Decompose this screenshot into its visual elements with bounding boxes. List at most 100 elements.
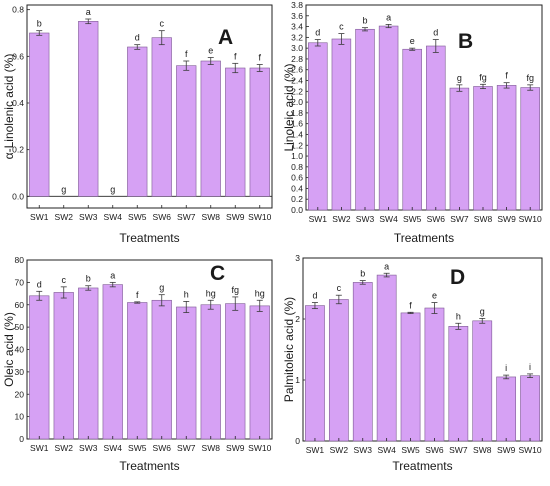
x-tick-label: SW4 [377,445,396,455]
y-tick-label: 2.2 [291,86,303,96]
y-tick-label: 50 [15,322,25,332]
bar [449,87,470,211]
x-tick-label: SW4 [104,443,123,453]
panel-b: 0.00.20.40.60.81.01.21.41.61.82.02.22.42… [282,0,543,245]
x-tick-label: SW5 [401,445,420,455]
x-tick-label: SW1 [30,443,49,453]
y-axis-title: Oleic acid (%) [2,312,16,387]
y-tick-label: 2.6 [291,65,303,75]
plot-frame [305,4,543,211]
significance-label: g [480,306,485,316]
significance-label: d [312,291,317,301]
x-tick-label: SW6 [153,212,172,222]
significance-label: d [37,279,42,289]
bar [29,32,50,197]
significance-label: hg [206,288,216,298]
y-tick-label: 3.8 [291,0,303,10]
x-axis-title: Treatments [119,231,179,245]
significance-label: d [433,28,438,38]
y-tick-label: 30 [15,367,25,377]
bar [352,282,373,442]
significance-label: i [529,362,531,372]
significance-label: i [505,363,507,373]
y-axis-title: Palmitoleic acid (%) [282,297,296,402]
significance-label: g [159,283,164,293]
bar [496,85,517,211]
bar [225,303,246,440]
y-tick-label: 2.4 [291,76,303,86]
x-tick-label: SW8 [473,445,492,455]
plot-frame [26,4,273,209]
significance-label: f [185,49,188,59]
x-tick-label: SW2 [55,212,74,222]
x-tick-label: SW9 [497,445,516,455]
significance-label: e [432,291,437,301]
y-tick-label: 40 [15,345,25,355]
y-tick-label: 0 [19,434,24,444]
bar [127,302,148,440]
bar [78,21,99,197]
x-tick-label: SW7 [449,445,468,455]
x-tick-label: SW2 [55,443,74,453]
x-tick-label: SW10 [248,212,271,222]
bar [328,299,349,442]
x-tick-label: SW8 [202,212,221,222]
bar [424,307,445,442]
x-tick-label: SW9 [226,212,245,222]
significance-label: f [234,51,237,61]
panel-letter: A [218,26,233,49]
significance-label: c [160,19,165,29]
y-tick-label: 3.0 [291,43,303,53]
y-tick-label: 80 [15,255,25,265]
panel-letter: C [210,262,225,285]
x-tick-label: SW1 [30,212,49,222]
x-axis-title: Treatments [394,231,454,245]
significance-label: b [362,16,367,26]
y-tick-label: 2.0 [291,97,303,107]
y-tick-label: 3 [295,253,300,263]
significance-label: b [37,19,42,29]
y-axis-title: α-Linolenic acid (%) [2,54,16,160]
y-tick-label: 0.0 [12,191,24,201]
significance-label: b [86,274,91,284]
x-tick-label: SW5 [403,214,422,224]
bar [496,376,517,442]
significance-label: f [136,290,139,300]
bar [426,45,446,211]
x-tick-label: SW6 [153,443,172,453]
y-tick-label: 70 [15,277,25,287]
y-tick-label: 1.6 [291,119,303,129]
significance-label: c [62,275,67,285]
bar [376,274,397,442]
bar [249,305,270,440]
bar [102,284,123,440]
y-tick-label: 0.2 [291,194,303,204]
significance-label: g [61,184,66,194]
panel-a: 0.0 0.2 0.4 0.6 0.8 b SW1 g SW2 a SW3 g SW4 d SW5 c SW6 f… [2,4,273,245]
panel-d: 0 1 2 3 d SW1 c SW2 b SW3 a SW4 f SW5 e SW6 h SW7 g SW8 i SW9… [282,253,543,473]
significance-label: h [456,311,461,321]
y-tick-label: 0.2 [12,145,24,155]
significance-label: f [505,71,508,81]
x-tick-label: SW8 [474,214,493,224]
y-tick-label: 60 [15,300,25,310]
x-tick-label: SW10 [518,445,541,455]
significance-label: e [208,46,213,56]
bar [331,38,352,211]
y-tick-label: 2.8 [291,54,303,64]
significance-label: b [360,269,365,279]
significance-label: a [386,12,391,22]
y-tick-label: 10 [15,412,25,422]
significance-label: a [384,261,389,271]
bar [176,306,197,440]
bar [151,37,172,197]
y-tick-label: 1.0 [291,151,303,161]
bar [29,295,50,440]
x-tick-label: SW3 [79,212,98,222]
significance-label: e [410,36,415,46]
x-tick-label: SW3 [79,443,98,453]
significance-label: fg [526,73,534,83]
significance-label: fg [231,285,239,295]
significance-label: fg [479,72,487,82]
significance-label: hg [255,288,265,298]
